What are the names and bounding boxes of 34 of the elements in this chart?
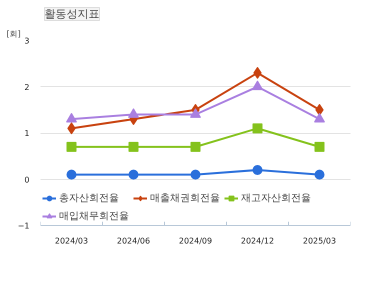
point	[128, 108, 139, 118]
point	[314, 112, 325, 123]
point	[252, 123, 262, 134]
point	[128, 170, 138, 180]
legend-label: 총자산회전율	[59, 192, 119, 205]
point	[190, 170, 200, 180]
legend-label: 매입채무회전율	[59, 210, 129, 223]
point	[66, 112, 77, 123]
point	[66, 142, 76, 152]
y-axis-title: [회]	[6, 30, 21, 38]
y-tick-label: 0	[24, 175, 30, 184]
x-tick-label: 2024/03	[54, 236, 88, 246]
chart-title: 활동성지표	[44, 8, 100, 20]
point	[128, 142, 138, 152]
point	[67, 122, 76, 134]
point	[253, 66, 262, 79]
y-tick-label: 2	[24, 82, 30, 92]
y-tick-label: −1	[18, 222, 30, 230]
point	[190, 108, 201, 118]
point	[66, 170, 76, 180]
point	[314, 170, 324, 180]
point	[315, 104, 324, 116]
legend-label: 매출채권회전율	[150, 192, 220, 205]
x-tick-label: 2024/09	[178, 236, 212, 246]
x-tick-label: 2024/12	[240, 236, 274, 246]
legend-label: 재고자산회전율	[241, 192, 311, 205]
y-tick-label: 1	[24, 129, 30, 138]
x-tick-label: 2024/06	[116, 236, 150, 246]
point	[252, 165, 262, 175]
point	[252, 80, 263, 90]
y-tick-label: 3	[24, 36, 30, 46]
point	[190, 142, 200, 152]
point	[314, 142, 324, 152]
x-tick-label: 2025/03	[302, 236, 336, 246]
